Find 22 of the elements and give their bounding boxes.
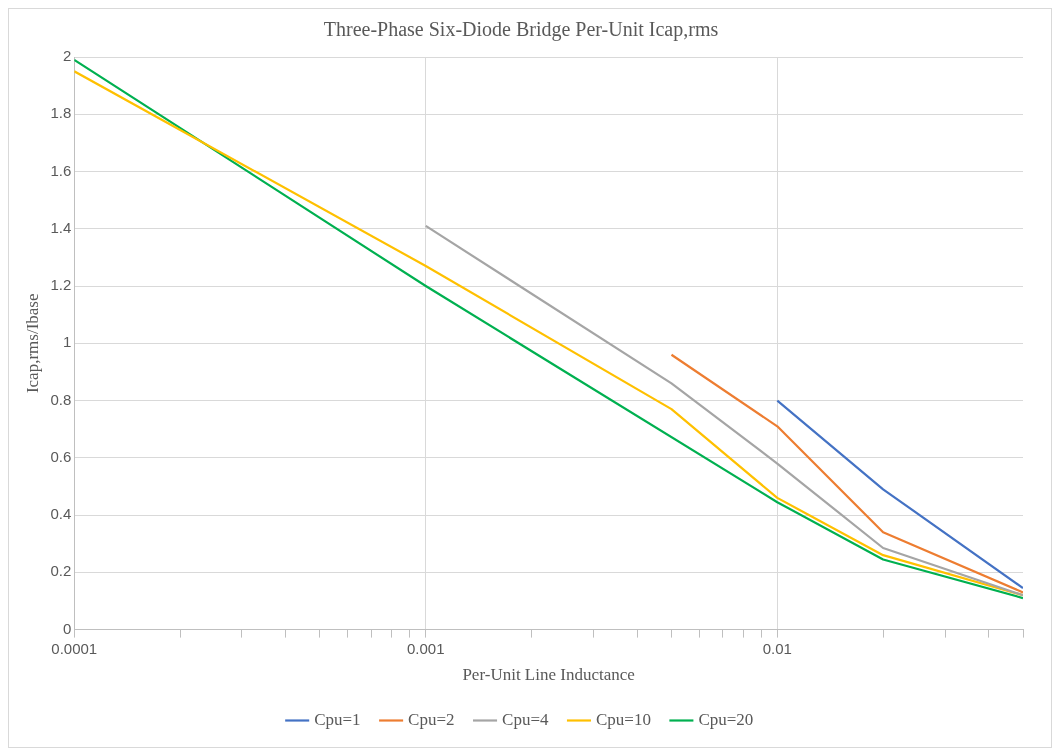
y-tick-label: 1.2 bbox=[50, 276, 72, 294]
legend-label: Cpu=4 bbox=[502, 709, 549, 729]
y-tick-label: 1 bbox=[62, 333, 72, 351]
y-tick-label: 0.4 bbox=[50, 505, 72, 523]
x-tick-label: 0.0001 bbox=[51, 639, 98, 657]
x-tick-label: 0.01 bbox=[762, 639, 792, 657]
legend-label: Cpu=2 bbox=[408, 709, 455, 729]
x-axis-title: Per-Unit Line Inductance bbox=[462, 665, 635, 685]
y-tick-label: 1.6 bbox=[50, 161, 72, 179]
x-tick-label: 0.001 bbox=[407, 639, 445, 657]
y-tick-label: 1.8 bbox=[50, 104, 72, 122]
y-tick-label: 0.2 bbox=[50, 562, 72, 580]
chart-title: Three-Phase Six-Diode Bridge Per-Unit Icap,rms bbox=[323, 18, 719, 42]
y-tick-label: 0 bbox=[62, 619, 72, 637]
y-tick-label: 1.4 bbox=[50, 218, 72, 236]
y-axis-title: Icap,rms/Ibase bbox=[22, 293, 42, 394]
y-tick-label: 0.8 bbox=[50, 390, 72, 408]
legend-label: Cpu=20 bbox=[698, 709, 754, 729]
y-tick-label: 0.6 bbox=[50, 447, 72, 465]
legend-label: Cpu=1 bbox=[314, 709, 361, 729]
y-tick-label: 2 bbox=[62, 47, 72, 65]
legend-label: Cpu=10 bbox=[595, 709, 651, 729]
